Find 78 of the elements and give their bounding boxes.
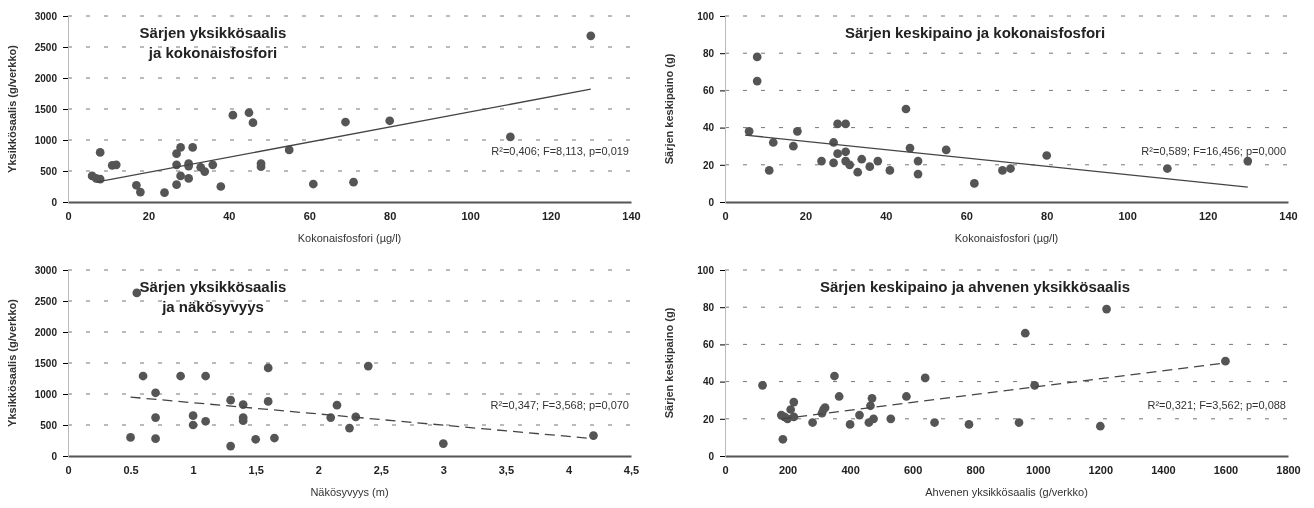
x-tick-label: 140 [1279, 209, 1298, 222]
x-tick-label: 800 [966, 463, 985, 476]
x-tick-label: 0 [722, 209, 729, 222]
x-tick-label: 1600 [1213, 463, 1239, 476]
x-tick-label: 1000 [1026, 463, 1051, 476]
y-tick-label: 2000 [34, 326, 58, 338]
x-tick-label: 1400 [1151, 463, 1176, 476]
x-tick-label: 1200 [1088, 463, 1114, 476]
y-tick-label: 2000 [34, 72, 58, 84]
y-tick-label: 80 [702, 47, 715, 59]
x-tick-label: 0.5 [123, 463, 139, 476]
y-tick-label: 0 [708, 450, 715, 462]
x-axis-title: Ahvenen yksikkösaalis (g/verkko) [925, 486, 1088, 498]
y-tick-label: 1000 [34, 134, 58, 146]
y-tick-label: 60 [702, 85, 715, 97]
x-tick-label: 100 [1118, 209, 1137, 222]
x-tick-label: 4 [565, 463, 573, 476]
y-tick-label: 40 [702, 122, 715, 134]
y-tick-label: 1500 [34, 103, 58, 115]
x-tick-label: 40 [880, 209, 893, 222]
y-tick-label: 2500 [34, 295, 58, 307]
y-tick-label: 0 [708, 196, 715, 208]
annotation: R²=0,406; F=8,113, p=0,019 [491, 145, 629, 158]
x-tick-label: 20 [142, 209, 156, 222]
y-tick-label: 80 [702, 301, 715, 313]
y-axis-title: Särjen keskipaino (g) [663, 307, 675, 419]
y-axis-title: Särjen keskipaino (g) [663, 53, 675, 165]
y-tick-label: 500 [40, 419, 58, 431]
y-tick-label: 2500 [34, 41, 58, 53]
y-tick-label: 0 [51, 450, 58, 462]
x-tick-label: 120 [1198, 209, 1218, 222]
y-tick-label: 1000 [34, 388, 58, 400]
x-tick-label: 4,5 [623, 463, 640, 476]
x-axis-title: Kokonaisfosfori (µg/l) [954, 232, 1059, 244]
x-tick-label: 0 [722, 463, 729, 476]
x-tick-label: 60 [960, 209, 973, 222]
x-tick-label: 200 [778, 463, 798, 476]
x-tick-label: 140 [622, 209, 641, 222]
text: Särjen keskipaino ja kokonaisfosfori [844, 24, 1106, 41]
x-tick-label: 80 [384, 209, 397, 222]
y-tick-label: 3000 [34, 10, 58, 22]
x-tick-label: 3,5 [498, 463, 515, 476]
y-axis-title: Yksikkösaalis (g/verkko) [6, 44, 18, 173]
y-tick-label: 60 [702, 339, 715, 351]
y-tick-label: 100 [697, 10, 715, 22]
x-tick-label: 0 [65, 463, 72, 476]
x-tick-label: 80 [1041, 209, 1054, 222]
annotation: R²=0,347; F=3,568; p=0,070 [490, 399, 629, 412]
y-tick-label: 3000 [34, 264, 58, 276]
y-tick-label: 0 [51, 196, 58, 208]
text: Särjen keskipaino ja ahvenen yksikkösaalis [819, 278, 1131, 295]
y-tick-label: 500 [40, 165, 58, 177]
y-tick-label: 20 [702, 413, 715, 425]
x-axis-title: Kokonaisfosfori (µg/l) [297, 232, 402, 244]
x-tick-label: 120 [541, 209, 561, 222]
x-tick-label: 2,5 [373, 463, 389, 476]
x-axis-title: Näkösyvyys (m) [310, 486, 389, 498]
x-tick-label: 1,5 [248, 463, 264, 476]
x-tick-label: 20 [799, 209, 813, 222]
x-tick-label: 1 [190, 463, 197, 476]
y-tick-label: 40 [702, 376, 715, 388]
y-tick-label: 100 [697, 264, 715, 276]
text: Särjen yksikkösaalis ja kokonaisfosfori [139, 24, 287, 61]
x-tick-label: 400 [841, 463, 860, 476]
x-tick-label: 60 [303, 209, 316, 222]
y-axis-title: Yksikkösaalis (g/verkko) [6, 298, 18, 427]
x-tick-label: 2 [315, 463, 322, 476]
x-tick-label: 40 [223, 209, 236, 222]
text: Särjen yksikkösaalis ja näkösyvyys [139, 278, 287, 315]
y-tick-label: 20 [702, 159, 715, 171]
annotation: R²=0,589; F=16,456; p=0,000 [1141, 145, 1286, 158]
x-tick-label: 1800 [1276, 463, 1301, 476]
x-tick-label: 600 [903, 463, 923, 476]
x-tick-label: 0 [65, 209, 72, 222]
annotation: R²=0,321; F=3,562; p=0,088 [1147, 399, 1286, 412]
x-tick-label: 100 [461, 209, 480, 222]
x-tick-label: 3 [440, 463, 447, 476]
y-tick-label: 1500 [34, 357, 58, 369]
